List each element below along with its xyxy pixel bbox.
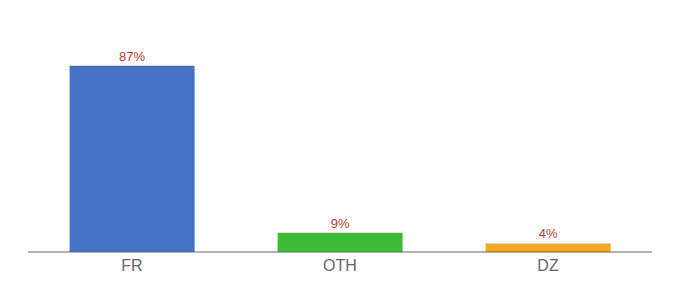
svg-text:FR: FR [121, 257, 142, 274]
svg-text:4%: 4% [539, 226, 558, 241]
svg-text:87%: 87% [119, 49, 145, 64]
svg-text:9%: 9% [331, 216, 350, 231]
svg-text:DZ: DZ [537, 257, 559, 274]
svg-text:OTH: OTH [323, 257, 357, 274]
